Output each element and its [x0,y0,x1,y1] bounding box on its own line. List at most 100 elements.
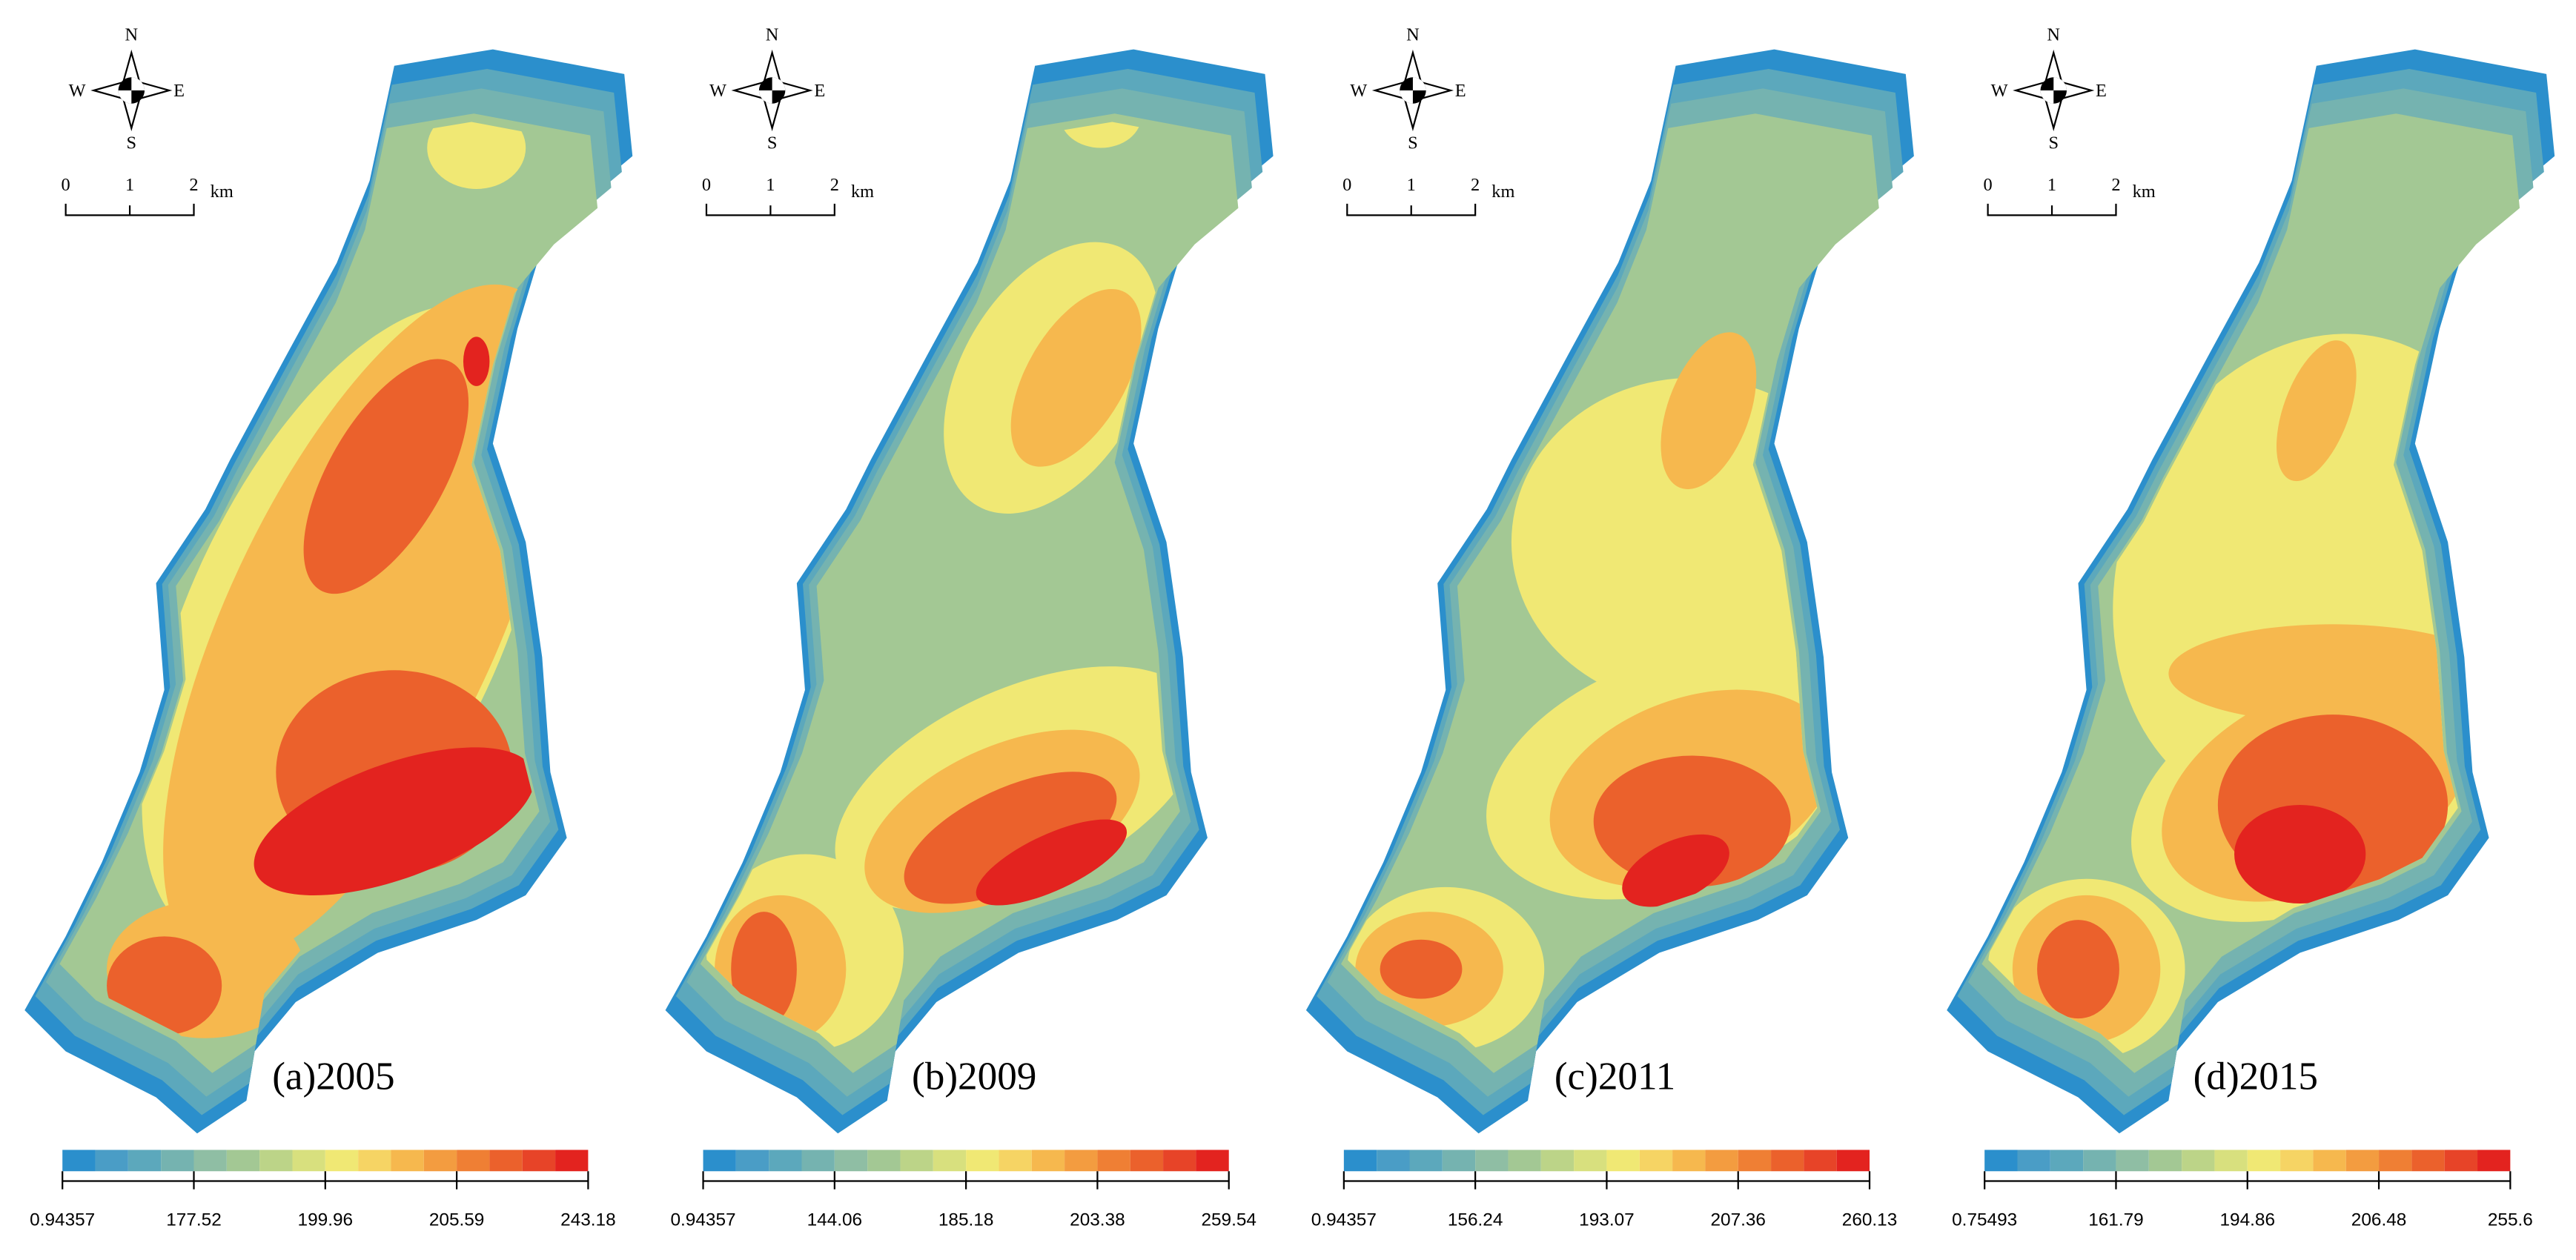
scale-bar: 0 1 2 km [1342,175,1514,216]
legend-swatch [2083,1150,2116,1172]
legend-swatch [999,1150,1032,1172]
compass-letter: N [766,24,779,44]
scale-label: 0 [702,175,711,195]
panel-label: (c)2011 [1554,1054,1675,1098]
compass-center-light [2040,77,2067,104]
legend-swatch [867,1150,901,1172]
legend-swatch [2116,1150,2149,1172]
map-panel: N S W E 0 1 2 km (d)2015 0.75493 161.79 194.86 206.4… [1947,24,2555,1230]
legend-swatch [2017,1150,2050,1172]
legend-swatch [1672,1150,1706,1172]
legend-swatch [391,1150,424,1172]
scale-label: 2 [1471,175,1480,195]
legend-tick-label: 205.59 [429,1210,485,1230]
legend-swatch [1475,1150,1509,1172]
legend-tick-label: 185.18 [938,1210,994,1230]
legend: 0.75493 161.79 194.86 206.48 255.6 [1952,1150,2533,1230]
legend-swatch [769,1150,802,1172]
legend-swatch [1984,1150,2018,1172]
legend-tick-label: 207.36 [1710,1210,1766,1230]
legend-swatch [555,1150,589,1172]
panel-label: (b)2009 [912,1054,1036,1098]
legend-swatch [522,1150,556,1172]
legend-swatch [1097,1150,1130,1172]
legend-swatch [325,1150,359,1172]
legend-swatch [1196,1150,1229,1172]
compass-letter: E [1455,81,1466,101]
compass-letter: W [1350,81,1367,101]
legend-swatch [1771,1150,1804,1172]
compass-letter: N [125,24,138,44]
legend-tick-label: 255.6 [2488,1210,2533,1230]
legend-swatch [1130,1150,1164,1172]
legend-swatch [1574,1150,1607,1172]
compass: N S W E [709,24,825,153]
contour-zone [1010,288,1142,467]
legend-swatch [2280,1150,2314,1172]
legend-swatch [2444,1150,2478,1172]
legend-swatch [1804,1150,1837,1172]
legend-tick-label: 260.13 [1842,1210,1898,1230]
legend-swatch [1377,1150,1410,1172]
legend-swatch [2214,1150,2248,1172]
compass: N S W E [69,24,185,153]
legend-tick-label: 0.94357 [671,1210,736,1230]
compass-letter: E [2096,81,2107,101]
legend-swatch [128,1150,162,1172]
legend-swatch [358,1150,391,1172]
legend-swatch [1163,1150,1196,1172]
map-panel: N S W E 0 1 2 km (b)2009 0.94357 144.06 185.18 203.3… [665,24,1274,1230]
legend: 0.94357 156.24 193.07 207.36 260.13 [1311,1150,1897,1230]
legend-tick-label: 0.75493 [1952,1210,2017,1230]
scale-line [1346,203,1477,216]
compass-letter: N [2047,24,2060,44]
compass-letter: W [1991,81,2008,101]
legend-swatch [966,1150,999,1172]
legend-swatch [703,1150,736,1172]
legend-swatch [161,1150,194,1172]
legend-swatch [2182,1150,2215,1172]
compass-letter: S [127,133,137,153]
legend-swatch [2411,1150,2445,1172]
legend-tick-label: 194.86 [2220,1210,2276,1230]
legend-tick-label: 161.79 [2088,1210,2144,1230]
legend-swatch [1606,1150,1640,1172]
compass-letter: S [767,133,778,153]
scale-label: 2 [830,175,839,195]
contour-zone [1661,332,1757,489]
scale-line [1987,203,2117,216]
contour-zone [976,819,1128,906]
legend-tick-label: 0.94357 [1311,1210,1377,1230]
hotspots [706,122,1202,1052]
legend-swatch [95,1150,128,1172]
legend-tick-label: 177.52 [166,1210,222,1230]
hotspots [1987,334,2515,1060]
compass-center-light [758,77,786,104]
legend-swatch [259,1150,293,1172]
compass-center-light [118,77,145,104]
legend-swatch [1836,1150,1870,1172]
legend-swatch [1343,1150,1377,1172]
legend-swatch [735,1150,769,1172]
scale-line [64,203,195,216]
contour-zone [1380,939,1463,999]
scale-label: 0 [62,175,70,195]
compass-letter: N [1406,24,1420,44]
legend: 0.94357 144.06 185.18 203.38 259.54 [671,1150,1256,1230]
legend-tick-label: 0.94357 [30,1210,95,1230]
legend-tick-label: 203.38 [1070,1210,1125,1230]
legend-tick-label: 193.07 [1579,1210,1635,1230]
contour-zone [2234,805,2366,903]
legend-swatch [2148,1150,2182,1172]
scale-label: 1 [125,175,134,195]
scale-bar: 0 1 2 km [1984,175,2156,216]
legend-swatch [226,1150,260,1172]
compass-letter: E [173,81,185,101]
legend-tick-label: 156.24 [1448,1210,1503,1230]
legend-swatch [2477,1150,2511,1172]
legend-swatch [1738,1150,1772,1172]
compass: N S W E [1350,24,1466,153]
scale-unit: km [1491,182,1514,202]
legend-swatch [900,1150,933,1172]
